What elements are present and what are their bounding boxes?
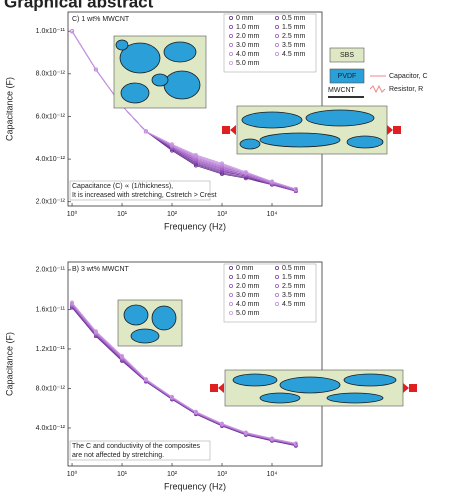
legend-label: 0.5 mm bbox=[282, 265, 306, 272]
arrow-tail bbox=[222, 126, 230, 134]
x-tick-label: 10³ bbox=[217, 471, 228, 478]
x-tick-label: 10¹ bbox=[117, 211, 128, 218]
annotation: C) 1 wt% MWCNT bbox=[72, 16, 130, 23]
legend-label: 3.0 mm bbox=[236, 292, 260, 299]
x-tick-label: 10⁰ bbox=[67, 210, 78, 218]
graphical-abstract: Graphical abstract 2.0x10⁻¹² 4.0x10⁻¹² 6.0… bbox=[0, 0, 454, 502]
x-axis-title: Frequency (Hz) bbox=[164, 481, 226, 491]
y-tick-label: 1.6x10⁻¹¹ bbox=[36, 306, 66, 313]
legend-label: 1.0 mm bbox=[236, 24, 260, 31]
x-tick-label: 10⁴ bbox=[267, 211, 278, 218]
page-title: Graphical abstract bbox=[4, 0, 154, 11]
legend-label: 4.0 mm bbox=[236, 51, 260, 58]
x-tick-label: 10⁴ bbox=[267, 471, 278, 478]
y-axis-title: Capacitance (F) bbox=[4, 77, 14, 141]
y-tick-label: 1.0x10⁻¹¹ bbox=[36, 28, 66, 35]
arrow-tail bbox=[409, 384, 417, 392]
legend-label: 4.0 mm bbox=[236, 301, 260, 308]
arrow-tail bbox=[210, 384, 218, 392]
legend-label: 5.0 mm bbox=[236, 60, 260, 67]
legend-label: 2.5 mm bbox=[282, 283, 306, 290]
legend-label: 2.0 mm bbox=[236, 283, 260, 290]
legend-label: 4.5 mm bbox=[282, 301, 306, 308]
x-tick-label: 10³ bbox=[217, 211, 228, 218]
x-axis-title: Frequency (Hz) bbox=[164, 221, 226, 231]
legend-label: Resistor, R bbox=[389, 86, 423, 93]
x-tick-label: 10² bbox=[167, 211, 178, 218]
legend-resistor-swatch bbox=[370, 86, 385, 92]
legend-label: 1.5 mm bbox=[282, 274, 306, 281]
legend-label: 1.0 mm bbox=[236, 274, 260, 281]
y-axis-title: Capacitance (F) bbox=[4, 332, 14, 396]
legend-label: 0 mm bbox=[236, 15, 254, 22]
x-tick-label: 10¹ bbox=[117, 471, 128, 478]
y-tick-label: 2.0x10⁻¹¹ bbox=[36, 267, 66, 274]
legend-label: 3.5 mm bbox=[282, 42, 306, 49]
y-tick-label: 8.0x10⁻¹² bbox=[36, 71, 66, 78]
legend-label: 3.0 mm bbox=[236, 42, 260, 49]
legend-label: 3.5 mm bbox=[282, 292, 306, 299]
legend-label: 4.5 mm bbox=[282, 51, 306, 58]
legend-label: 0 mm bbox=[236, 265, 254, 272]
legend-label: 2.0 mm bbox=[236, 33, 260, 40]
arrow-tail bbox=[393, 126, 401, 134]
legend-label: 0.5 mm bbox=[282, 15, 306, 22]
y-tick-label: 6.0x10⁻¹² bbox=[36, 113, 66, 120]
annotation: It is increased with stretching, Cstretc… bbox=[72, 192, 217, 199]
y-tick-label: 4.0x10⁻¹² bbox=[36, 425, 66, 432]
legend-label: PVDF bbox=[338, 73, 357, 80]
annotation: Capacitance (C) ∝ (1/thickness), bbox=[72, 183, 173, 190]
y-tick-label: 1.2x10⁻¹¹ bbox=[36, 346, 66, 353]
annotation: are not affected by stretching. bbox=[72, 452, 164, 459]
legend-label: 5.0 mm bbox=[236, 310, 260, 317]
legend-label: SBS bbox=[340, 52, 354, 59]
annotation: B) 3 wt% MWCNT bbox=[72, 266, 130, 273]
y-tick-label: 8.0x10⁻¹² bbox=[36, 385, 66, 392]
y-tick-label: 2.0x10⁻¹² bbox=[36, 199, 66, 206]
annotation: The C and conductivity of the composites bbox=[72, 443, 201, 450]
x-tick-label: 10⁰ bbox=[67, 470, 78, 478]
legend-label: Capacitor, C bbox=[389, 73, 428, 80]
legend-label: 1.5 mm bbox=[282, 24, 306, 31]
legend-label: MWCNT bbox=[328, 87, 356, 94]
schematics: SBS PVDF MWCNT Capacitor, C Resistor, R bbox=[114, 36, 428, 406]
legend-label: 2.5 mm bbox=[282, 33, 306, 40]
y-tick-label: 4.0x10⁻¹² bbox=[36, 156, 66, 163]
x-tick-label: 10² bbox=[167, 471, 178, 478]
